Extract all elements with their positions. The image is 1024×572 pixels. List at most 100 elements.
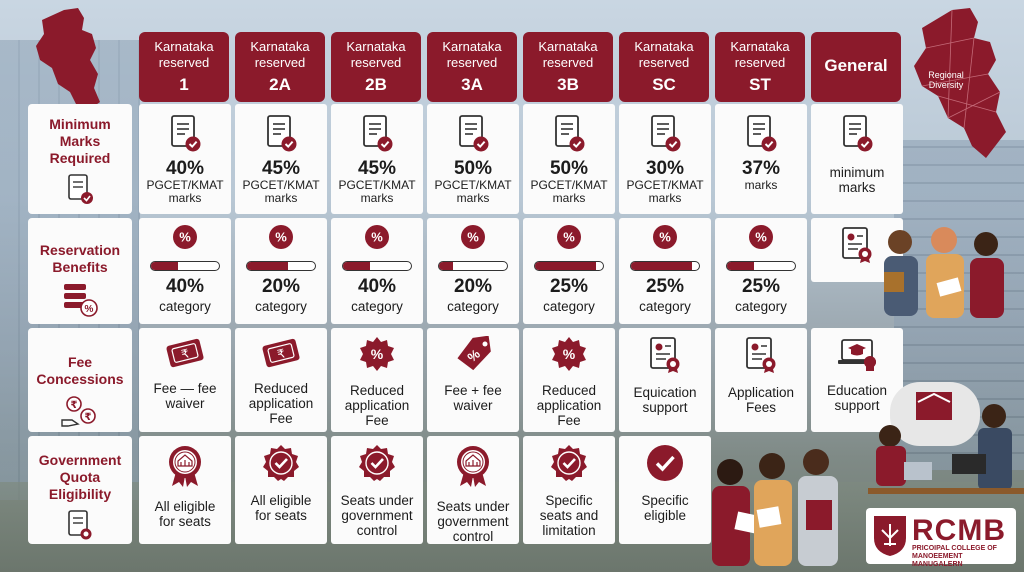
header-line1: Karnataka (154, 39, 214, 54)
document-check-icon (68, 174, 93, 204)
quota-text: control (356, 523, 398, 538)
svg-text:%: % (563, 346, 576, 362)
doc-check-icon (331, 114, 423, 159)
reservation-label: category (159, 299, 211, 314)
logo-subtitle-line2: MANOEEMENT MANUGALERN (912, 553, 963, 568)
row-header-minimum-marks: Minimum Marks Required (28, 104, 132, 214)
min-marks-value: 50% (453, 158, 493, 179)
min-marks-value: 37% (741, 158, 781, 179)
percent-circle-icon: % (619, 224, 711, 255)
reservation-value: 25% (645, 276, 685, 297)
column-header-1: Karnataka reserved 1 (139, 32, 229, 102)
min-marks-label: marks (168, 191, 202, 205)
row-header-reservation: Reservation Benefits % (28, 218, 132, 324)
fee-text: Fee (557, 413, 581, 428)
percent-circle-icon: % (331, 224, 423, 255)
progress-fill (343, 262, 371, 270)
reservation-progress-bar (534, 261, 604, 271)
header-line1: Karnataka (250, 39, 310, 54)
certificate-icon (715, 336, 807, 379)
cell-reservation: % 40% category (331, 218, 423, 324)
row-header-fee-concessions: Fee Concessions ₹ ₹ (28, 328, 132, 432)
svg-text:%: % (179, 230, 191, 245)
cell-fee-concession: % Fee + fee waiver (427, 328, 519, 432)
check-badge-icon (523, 444, 615, 487)
cell-min-marks: 30% PGCET/KMAT marks (619, 104, 711, 214)
college-crest-icon (874, 516, 906, 556)
quota-text: Specific (545, 493, 593, 508)
quota-text: All eligible (250, 493, 312, 508)
min-marks-label: marks (744, 178, 778, 192)
cell-min-marks: 50% PGCET/KMAT marks (427, 104, 519, 214)
progress-fill (727, 262, 755, 270)
fee-text: Reduced (253, 381, 309, 396)
column-header-general: General (811, 32, 901, 102)
percent-badge-icon: % (331, 336, 423, 377)
svg-text:₹: ₹ (276, 346, 287, 362)
min-marks-label: PGCET/KMAT (242, 178, 320, 192)
cell-quota-eligibility: Specific eligible (619, 436, 711, 544)
progress-fill (631, 262, 693, 270)
svg-text:%: % (659, 230, 671, 245)
graduation-laptop-icon (811, 336, 903, 377)
row-header-label: Reservation Benefits (39, 242, 121, 275)
quota-text: government (437, 514, 509, 529)
min-marks-label: marks (552, 191, 586, 205)
reservation-progress-bar (342, 261, 412, 271)
map-label: Regional Diversity (928, 70, 964, 90)
cell-min-marks: 50% PGCET/KMAT marks (523, 104, 615, 214)
min-marks-value: 40% (165, 158, 205, 179)
reservation-progress-bar (726, 261, 796, 271)
cell-min-marks: minimum marks (811, 104, 903, 214)
cell-quota-eligibility: Seats under government control (427, 436, 519, 544)
cell-reservation-general (811, 218, 903, 282)
quota-text: seats and (539, 508, 599, 523)
quota-text: for seats (159, 514, 211, 529)
cell-quota-eligibility: Specific seats and limitation (523, 436, 615, 544)
reservation-value: 25% (549, 276, 589, 297)
cell-fee-concession: Education support (811, 328, 903, 432)
reservation-value: 40% (165, 276, 205, 297)
header-code: 2B (365, 75, 387, 94)
quota-text: Seats under (436, 499, 510, 514)
cell-fee-concession: % Reduced application Fee (331, 328, 423, 432)
students-group-illustration (884, 227, 1004, 318)
row-header-label: Government Quota Eligibility (38, 452, 122, 502)
logo-title: RCMB (912, 514, 1006, 547)
quota-text: Specific (641, 493, 689, 508)
quota-text: limitation (542, 523, 596, 538)
fee-text: Fee (269, 411, 293, 426)
quota-text: for seats (255, 508, 307, 523)
certificate-document-icon (68, 510, 92, 540)
column-header-2b: Karnataka reserved 2B (331, 32, 421, 102)
min-marks-label: PGCET/KMAT (146, 178, 224, 192)
fee-text: waiver (165, 396, 205, 411)
cell-fee-concession: ₹ Reduced application Fee (235, 328, 327, 432)
svg-text:%: % (563, 230, 575, 245)
min-marks-value: 50% (549, 158, 589, 179)
reservation-label: category (639, 299, 691, 314)
fee-text: Fee (365, 413, 389, 428)
quota-text: control (452, 529, 494, 544)
fee-text: application (536, 398, 602, 413)
reservation-label: category (255, 299, 307, 314)
cell-reservation: % 25% category (523, 218, 615, 324)
header-line1: Karnataka (634, 39, 694, 54)
logo-subtitle-line1: PRICOIPAL COLLEGE OF (912, 545, 997, 552)
doc-check-icon (811, 114, 903, 159)
reservation-label: category (543, 299, 595, 314)
min-marks-value: 45% (357, 158, 397, 179)
students-with-books-illustration (712, 449, 838, 566)
karnataka-map-icon (36, 8, 100, 112)
fee-text: support (834, 398, 880, 413)
college-logo: RCMB PRICOIPAL COLLEGE OF MANOEEMENT MAN… (866, 508, 1016, 568)
emblem-ribbon-icon (427, 444, 519, 493)
percent-circle-icon: % (427, 224, 519, 255)
reservation-value: 40% (357, 276, 397, 297)
svg-text:₹: ₹ (180, 346, 191, 362)
doc-check-icon (139, 114, 231, 159)
header-code: 1 (179, 75, 189, 94)
min-marks-label: minimum (829, 165, 885, 180)
column-header-3a: Karnataka reserved 3A (427, 32, 517, 102)
check-badge-icon (331, 444, 423, 487)
